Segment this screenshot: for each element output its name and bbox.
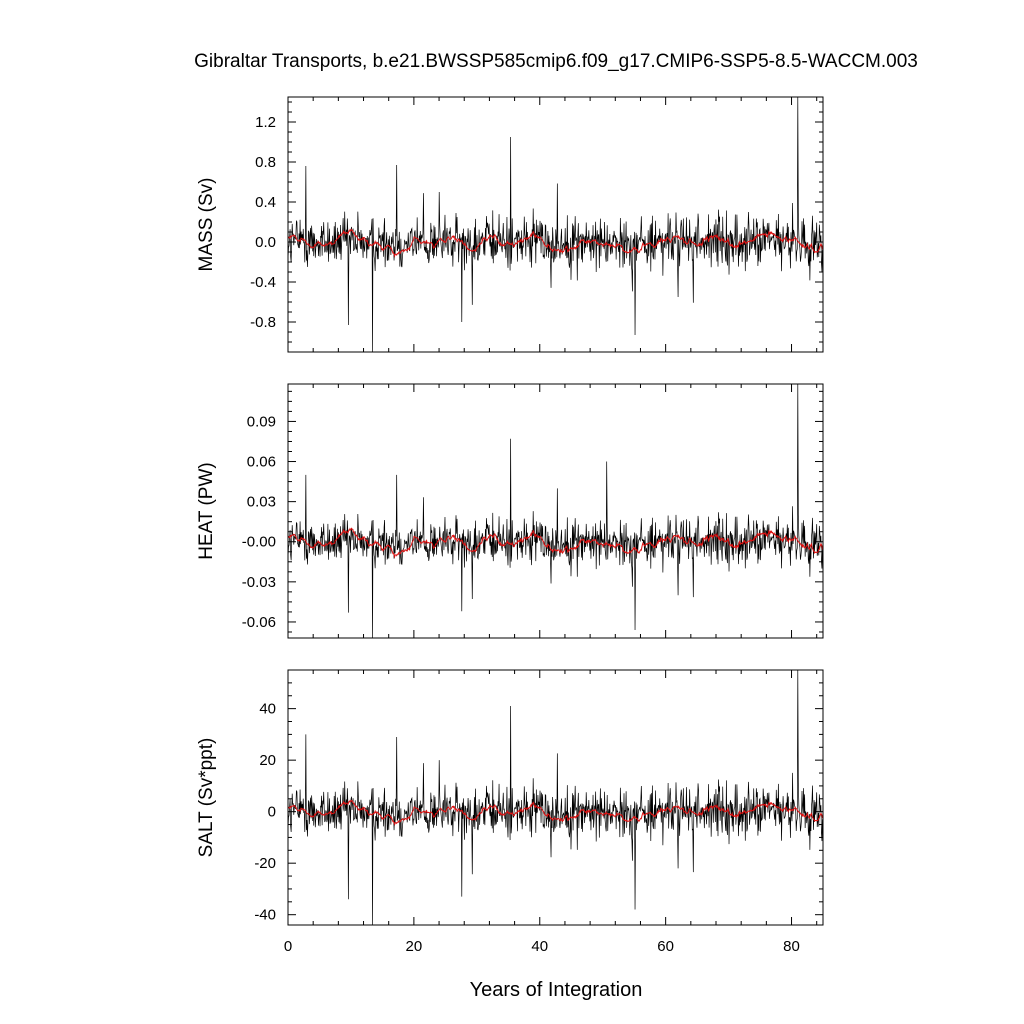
y-tick-label: -20 [254, 855, 276, 872]
y-axis-label: HEAT (PW) [196, 462, 217, 559]
x-tick-label: 80 [783, 938, 800, 955]
y-tick-label: -0.06 [242, 614, 276, 631]
series-monthly-line [288, 97, 823, 352]
y-tick-label: 0.06 [247, 454, 276, 471]
series-smoothed-line [288, 527, 823, 559]
plot-frame [287, 96, 824, 353]
y-tick-label: -40 [254, 907, 276, 924]
y-tick-label: -0.03 [242, 574, 276, 591]
y-axis-label: SALT (Sv*ppt) [196, 738, 217, 858]
x-tick-label: 60 [657, 938, 674, 955]
x-tick-label: 40 [531, 938, 548, 955]
y-tick-label: 0.8 [255, 154, 276, 171]
panel-1: -0.8 -0.4 0.0 0.4 0.8 1.2 MASS (Sv) [196, 96, 824, 353]
panel-2: -0.06 -0.03 -0.00 0.03 0.06 0.09 HEAT (PW) [196, 383, 824, 639]
plot-frame [287, 669, 824, 926]
panel-3: -40 -20 0 20 40 SALT (Sv*ppt) 0 20 40 60 80 [196, 669, 824, 955]
y-tick-label: -0.00 [242, 534, 276, 551]
plot-frame [287, 383, 824, 639]
y-tick-label: 0.0 [255, 234, 276, 251]
y-tick-label: -0.8 [250, 314, 276, 331]
y-tick-label: 0.09 [247, 413, 276, 430]
chart-title: Gibraltar Transports, b.e21.BWSSP585cmip… [194, 51, 918, 72]
series-smoothed-line [288, 228, 823, 258]
y-tick-label: 20 [259, 752, 276, 769]
x-axis-label: Years of Integration [470, 979, 643, 1001]
series-smoothed-line [288, 799, 823, 826]
series-monthly-line [288, 384, 823, 638]
y-tick-label: 1.2 [255, 114, 276, 131]
y-tick-label: 0.4 [255, 194, 276, 211]
y-tick-label: 0 [268, 804, 276, 821]
y-tick-label: 40 [259, 701, 276, 718]
y-axis-label: MASS (Sv) [196, 178, 217, 272]
x-tick-label: 20 [406, 938, 423, 955]
y-tick-label: 0.03 [247, 494, 276, 511]
series-monthly-line [288, 670, 823, 925]
x-tick-label: 0 [284, 938, 292, 955]
y-tick-label: -0.4 [250, 274, 276, 291]
